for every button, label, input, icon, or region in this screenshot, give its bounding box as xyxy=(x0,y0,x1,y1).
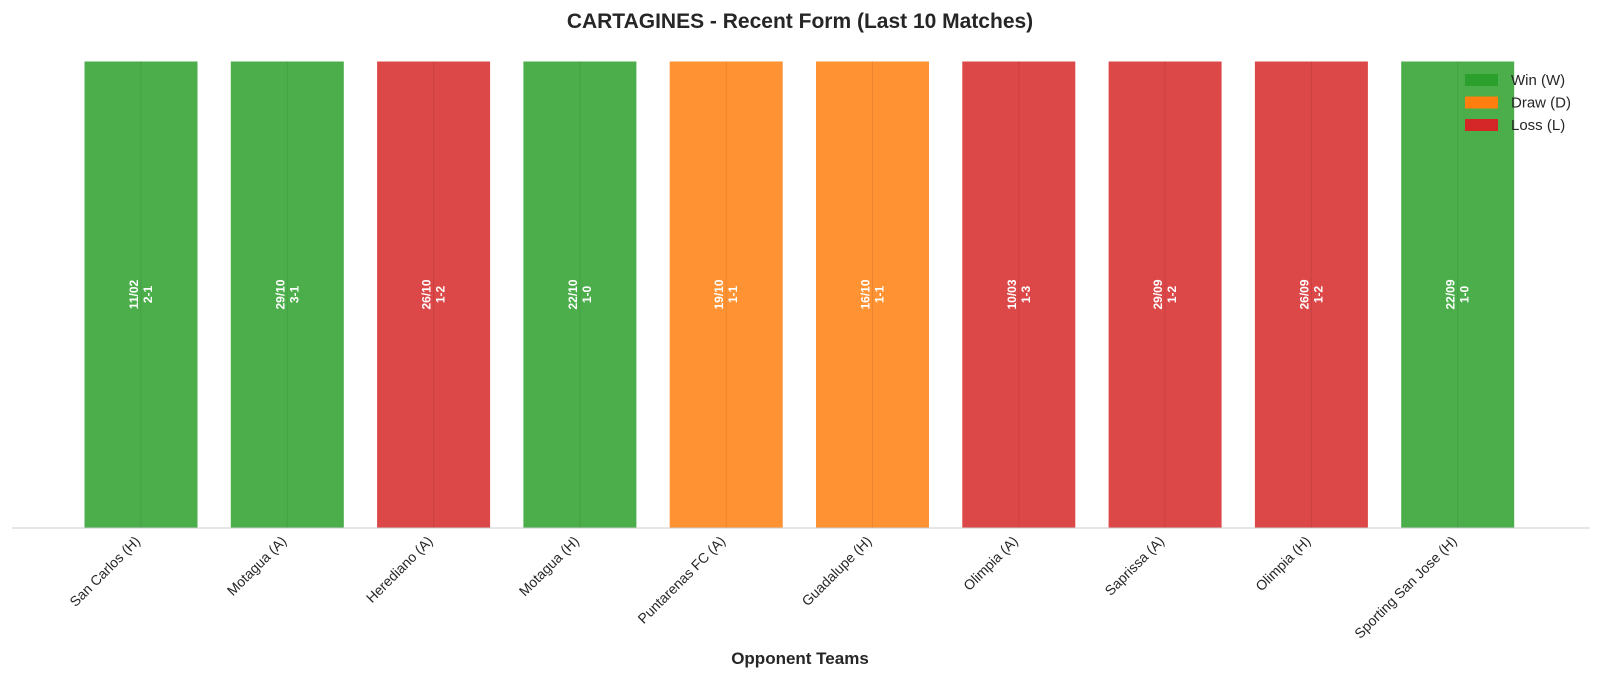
x-axis-label: Opponent Teams xyxy=(731,649,869,668)
bar-label: 22/101-0 xyxy=(566,279,594,309)
x-tick-label: Saprissa (A) xyxy=(1101,533,1167,599)
x-tick-label: San Carlos (H) xyxy=(66,533,143,610)
bar-2 xyxy=(229,60,345,529)
x-tick-label: Motagua (H) xyxy=(516,533,582,599)
bar-label: 16/101-1 xyxy=(859,279,887,309)
x-tick-labels: San Carlos (H) Motagua (A) Herediano (A) Mo… xyxy=(66,533,1459,642)
bar-label: 19/101-1 xyxy=(712,279,740,309)
legend-label-l: Loss (L) xyxy=(1511,117,1565,134)
bar-label: 22/091-0 xyxy=(1444,279,1472,309)
chart-title: CARTAGINES - Recent Form (Last 10 Matche… xyxy=(567,10,1033,33)
legend-swatch-d xyxy=(1465,96,1498,109)
x-tick-label: Puntarenas FC (A) xyxy=(634,533,728,627)
x-tick-label: Guadalupe (H) xyxy=(798,533,874,609)
bars-group: 11/022-1 29/103-1 26/101-2 22/101-0 19/101-1… xyxy=(83,60,1516,529)
bar-6 xyxy=(815,60,930,529)
bar-label: 11/022-1 xyxy=(127,279,155,309)
legend-label-w: Win (W) xyxy=(1511,72,1565,89)
bar-label: 26/101-2 xyxy=(420,279,448,309)
legend-swatch-l xyxy=(1465,119,1498,131)
bar-label: 10/031-3 xyxy=(1005,279,1033,309)
legend: Win (W) Draw (D) Loss (L) xyxy=(1465,72,1571,134)
bar-8 xyxy=(1107,60,1223,529)
bar-4 xyxy=(522,60,638,529)
bar-label: 29/103-1 xyxy=(273,279,301,309)
legend-swatch-w xyxy=(1465,74,1498,86)
bar-label: 29/091-2 xyxy=(1151,279,1179,309)
legend-label-d: Draw (D) xyxy=(1511,95,1571,112)
x-tick-label: Herediano (A) xyxy=(363,533,436,606)
x-tick-label: Olimpia (H) xyxy=(1252,533,1313,594)
bar-1 xyxy=(83,60,199,529)
bar-9 xyxy=(1253,60,1369,529)
x-tick-label: Olimpia (A) xyxy=(960,533,1021,594)
bar-label: 26/091-2 xyxy=(1297,279,1325,309)
bar-10 xyxy=(1400,60,1516,529)
x-tick-label: Sporting San Jose (H) xyxy=(1351,533,1460,642)
bar-3 xyxy=(376,60,492,529)
bar-7 xyxy=(961,60,1077,529)
x-tick-label: Motagua (A) xyxy=(224,533,290,599)
